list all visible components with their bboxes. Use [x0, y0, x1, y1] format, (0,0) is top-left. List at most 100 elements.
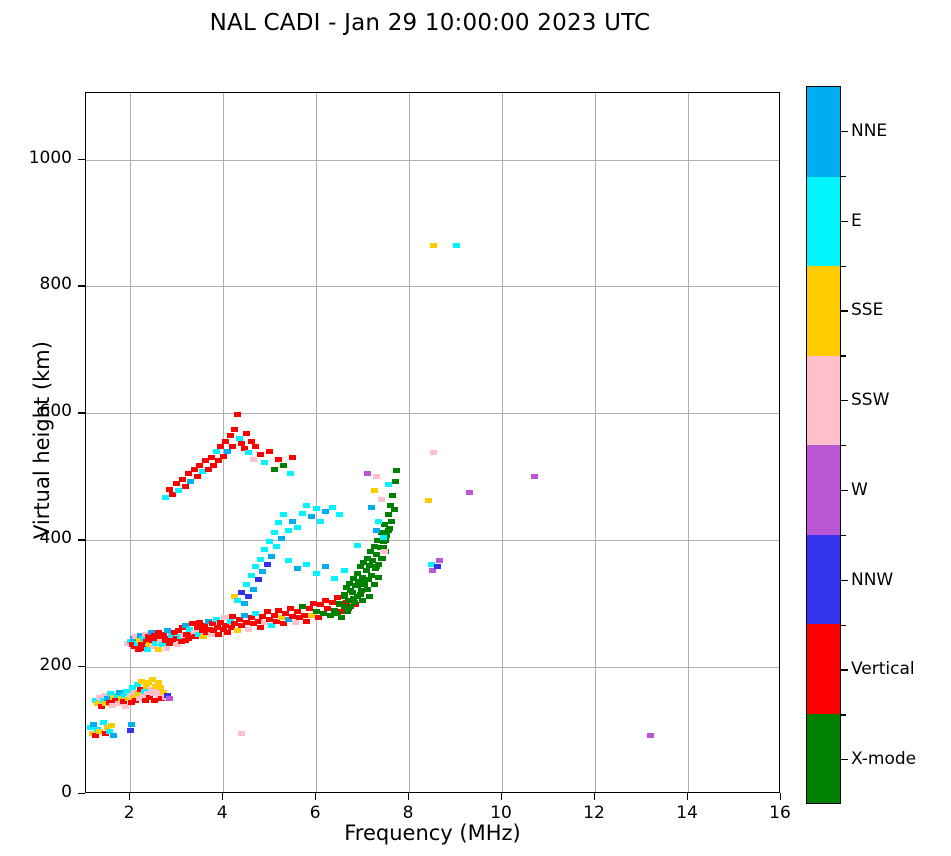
data-point	[160, 689, 168, 695]
data-point	[127, 721, 135, 727]
data-point	[154, 646, 162, 652]
data-point	[392, 467, 400, 473]
data-point	[187, 632, 195, 638]
data-point	[132, 634, 140, 640]
gridline-horizontal	[86, 159, 779, 161]
data-point	[247, 572, 255, 578]
data-point	[277, 615, 285, 621]
colorbar-tick-mark	[841, 310, 848, 312]
data-point	[296, 615, 304, 621]
data-point	[376, 545, 384, 551]
data-point	[145, 680, 153, 686]
colorbar-label-w: W	[851, 479, 868, 500]
data-point	[312, 506, 320, 512]
data-point	[90, 721, 98, 727]
data-point	[287, 471, 295, 477]
data-point	[91, 733, 99, 739]
data-point	[205, 626, 213, 632]
data-point	[190, 629, 198, 635]
data-point	[140, 645, 148, 651]
data-point	[123, 688, 131, 694]
data-point	[294, 608, 302, 614]
data-point	[204, 618, 212, 624]
data-point	[312, 570, 320, 576]
data-point	[210, 462, 218, 468]
x-tick-label: 14	[676, 803, 698, 823]
data-point	[238, 731, 246, 737]
data-point	[373, 551, 381, 557]
data-point	[359, 598, 367, 603]
data-point	[307, 612, 315, 618]
data-point	[159, 642, 167, 648]
data-point	[273, 618, 281, 624]
colorbar-segment-e	[807, 176, 840, 266]
data-point	[173, 480, 181, 486]
data-point	[321, 509, 329, 515]
data-point	[196, 620, 204, 626]
data-point	[347, 604, 355, 610]
data-point	[380, 539, 388, 544]
data-point	[331, 607, 339, 613]
page-title: NAL CADI - Jan 29 10:00:00 2023 UTC	[209, 10, 651, 36]
data-point	[195, 631, 203, 637]
colorbar-boundary-tick	[841, 624, 846, 626]
x-tick-mark	[315, 793, 317, 800]
data-point	[289, 455, 297, 461]
data-point	[386, 526, 394, 532]
data-point	[169, 492, 177, 498]
data-point	[380, 534, 388, 540]
data-point	[154, 680, 162, 686]
data-point	[389, 493, 397, 499]
colorbar-boundary-tick	[841, 714, 846, 716]
data-point	[259, 569, 267, 575]
colorbar-tick-mark	[841, 400, 848, 402]
data-point	[153, 636, 161, 642]
colorbar-tick-mark	[841, 220, 848, 222]
data-point	[135, 696, 143, 702]
y-tick-label: 0	[61, 782, 72, 802]
data-point	[369, 558, 377, 564]
data-point	[184, 636, 192, 642]
data-point	[204, 466, 212, 472]
data-point	[364, 577, 372, 583]
x-tick-mark	[594, 793, 596, 800]
data-point	[113, 693, 121, 699]
y-tick-mark	[78, 793, 85, 795]
data-point	[231, 593, 239, 599]
data-point	[291, 620, 299, 626]
data-point	[107, 691, 115, 697]
data-point	[240, 445, 248, 451]
y-tick-mark	[78, 412, 85, 414]
data-point	[280, 462, 288, 468]
data-point	[263, 561, 271, 567]
colorbar-tick-mark	[841, 759, 848, 761]
data-point	[147, 686, 155, 692]
data-point	[366, 593, 374, 599]
data-point	[384, 481, 392, 487]
data-point	[280, 621, 288, 627]
data-point	[294, 566, 302, 572]
data-point	[152, 640, 160, 646]
gridline-vertical	[316, 93, 318, 792]
data-point	[333, 610, 341, 616]
data-point	[370, 488, 378, 494]
data-point	[101, 693, 109, 699]
data-point	[370, 582, 378, 588]
data-point	[130, 695, 138, 701]
data-point	[238, 623, 246, 629]
data-point	[238, 441, 246, 447]
data-point	[198, 627, 206, 633]
data-point	[110, 733, 118, 739]
data-point	[338, 608, 346, 614]
data-point	[359, 574, 367, 580]
data-point	[221, 438, 229, 444]
data-point	[201, 623, 209, 629]
data-point	[146, 642, 154, 648]
data-point	[284, 617, 292, 623]
colorbar-tick-mark	[841, 130, 848, 133]
data-point	[163, 693, 171, 699]
data-point	[233, 627, 241, 633]
data-point	[187, 479, 195, 485]
data-point	[273, 544, 281, 550]
